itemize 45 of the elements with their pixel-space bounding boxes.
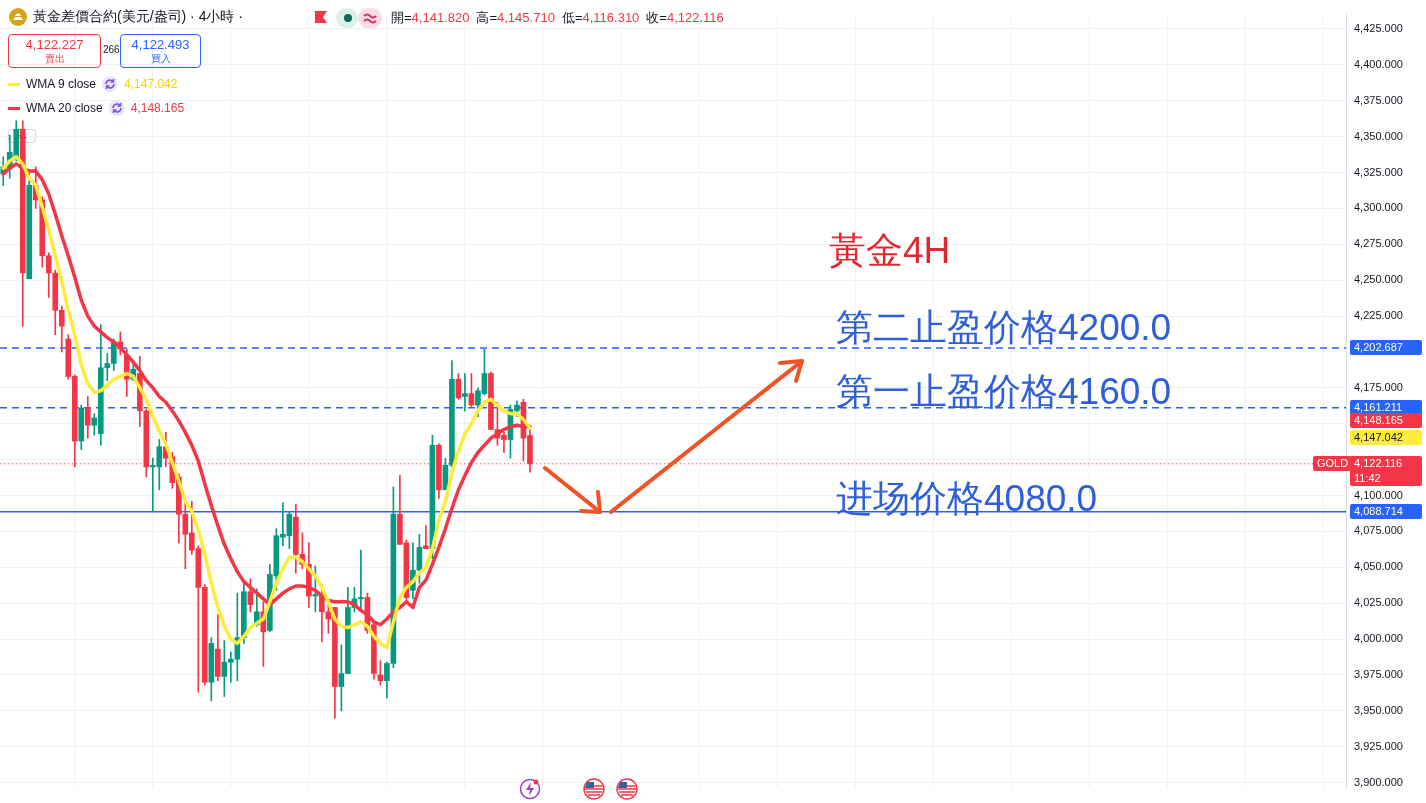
y-tick-label: 4,000.000 bbox=[1354, 632, 1403, 645]
annotation: 第二止盈价格4200.0 bbox=[836, 306, 1172, 350]
annotation: 266 bbox=[103, 44, 120, 55]
ref-line-label: 4,202.687 bbox=[1350, 340, 1422, 356]
annotation: 開=4,141.820 bbox=[391, 10, 470, 25]
annotation: 第一止盈价格4160.0 bbox=[836, 370, 1172, 414]
annotation: 高=4,145.710 bbox=[476, 10, 555, 25]
y-tick-label: 3,900.000 bbox=[1354, 775, 1403, 788]
y-tick-label: 4,100.000 bbox=[1354, 488, 1403, 501]
legend-label: WMA 20 close bbox=[26, 101, 103, 115]
annotation: GOLD bbox=[1313, 455, 1353, 471]
annotation: 黃金4H bbox=[829, 229, 951, 273]
y-tick-label: 4,225.000 bbox=[1354, 309, 1403, 322]
annotation: 低=4,116.310 bbox=[561, 10, 640, 25]
ref-line-label: 4,122.116 bbox=[1354, 456, 1403, 469]
annotation: 買入 bbox=[149, 52, 172, 66]
y-tick-label: 4,275.000 bbox=[1354, 237, 1403, 250]
y-tick-label: 3,925.000 bbox=[1354, 739, 1403, 752]
ref-line-label: 4,161.211 bbox=[1350, 399, 1422, 415]
annotation: 4,122.493 bbox=[130, 37, 191, 52]
annotation: 4,147.042 bbox=[124, 77, 178, 91]
annotation: 賣出 bbox=[43, 52, 66, 66]
y-tick-label: 4,050.000 bbox=[1354, 560, 1403, 573]
text: 4,148.165 bbox=[1350, 412, 1422, 428]
chart-title: 黃金差價合約(美元/盎司) · 4小時 · bbox=[33, 8, 243, 26]
y-tick-label: 4,025.000 bbox=[1354, 596, 1403, 609]
y-tick-label: 4,175.000 bbox=[1354, 380, 1403, 393]
y-tick-label: 4,425.000 bbox=[1354, 21, 1403, 34]
annotation: 收=4,122.116 bbox=[646, 10, 724, 25]
legend-label: WMA 9 close bbox=[26, 77, 97, 91]
text: 4,147.042 bbox=[1350, 430, 1422, 446]
y-tick-label: 4,300.000 bbox=[1354, 201, 1403, 214]
y-tick-label: 4,250.000 bbox=[1354, 273, 1403, 286]
y-tick-label: 4,075.000 bbox=[1354, 524, 1403, 537]
annotation: 4,122.227 bbox=[24, 37, 85, 52]
y-tick-label: 4,375.000 bbox=[1354, 93, 1403, 106]
annotation: 4,148.165 bbox=[130, 101, 185, 115]
text: 11:42 bbox=[1353, 470, 1382, 486]
y-tick-label: 3,950.000 bbox=[1354, 703, 1403, 716]
annotation: 进场价格4080.0 bbox=[836, 477, 1098, 521]
y-tick-label: 3,975.000 bbox=[1354, 668, 1403, 681]
y-tick-label: 4,350.000 bbox=[1354, 129, 1403, 142]
y-tick-label: 4,325.000 bbox=[1354, 165, 1403, 178]
y-tick-label: 4,400.000 bbox=[1354, 57, 1403, 70]
ref-line-label: 4,088.714 bbox=[1350, 503, 1422, 519]
